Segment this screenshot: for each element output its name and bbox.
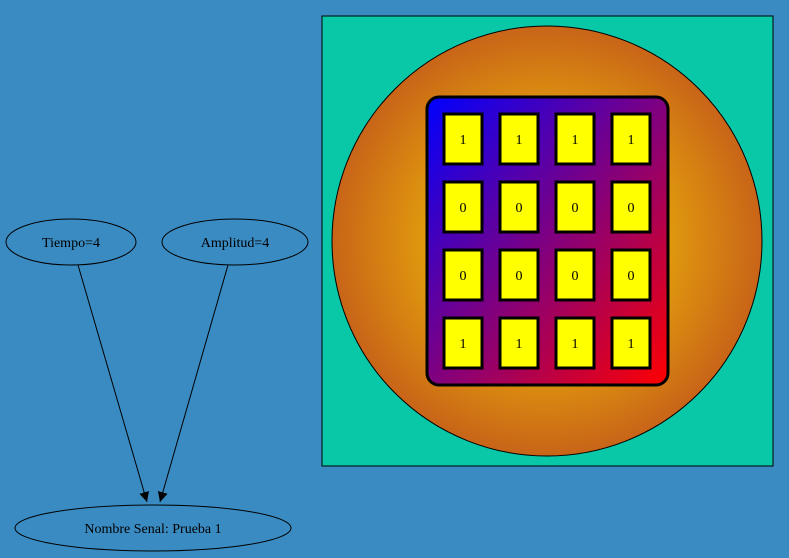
matrix-cell-box — [554, 180, 596, 234]
matrix-grid-frame — [425, 95, 670, 387]
matrix-cell: 0 — [610, 248, 652, 302]
edge-tiempo-to-nombre — [77, 264, 150, 503]
matrix-cell: 0 — [442, 248, 484, 302]
matrix-cell-box — [610, 316, 652, 370]
matrix-cell-box — [498, 316, 540, 370]
matrix-cell-value: 0 — [628, 269, 635, 284]
matrix-cell: 1 — [498, 112, 540, 166]
matrix-cell: 0 — [442, 180, 484, 234]
matrix-cell: 0 — [498, 248, 540, 302]
node-nombre-senal[interactable]: Nombre Senal: Prueba 1 — [14, 504, 292, 552]
matrix-cell-value: 0 — [572, 269, 579, 284]
node-tiempo[interactable]: Tiempo=4 — [5, 218, 137, 266]
matrix-cell-box — [554, 316, 596, 370]
matrix-cell-box — [610, 248, 652, 302]
matrix-cell-value: 0 — [572, 201, 579, 216]
matrix-cell-value: 1 — [572, 337, 579, 352]
matrix-cell-box — [442, 316, 484, 370]
node-nombre-senal-label: Nombre Senal: Prueba 1 — [84, 522, 221, 537]
matrix-cell-box — [442, 180, 484, 234]
matrix-cell-value: 0 — [628, 201, 635, 216]
matrix-cell-box — [610, 180, 652, 234]
matrix-cell-value: 0 — [460, 201, 467, 216]
matrix-cell-value: 0 — [516, 269, 523, 284]
matrix-cell: 1 — [554, 316, 596, 370]
node-amplitud-label: Amplitud=4 — [201, 236, 270, 251]
matrix-cell-value: 1 — [628, 337, 635, 352]
matrix-cell: 1 — [442, 316, 484, 370]
matrix-cell-box — [442, 112, 484, 166]
matrix-cell: 1 — [610, 112, 652, 166]
matrix-cell: 0 — [554, 180, 596, 234]
matrix-cell-box — [498, 248, 540, 302]
matrix-cell-value: 1 — [460, 133, 467, 148]
node-amplitud[interactable]: Amplitud=4 — [161, 218, 309, 266]
matrix-cell-value: 0 — [516, 201, 523, 216]
matrix-cell-box — [498, 180, 540, 234]
matrix-cells: 1 1 1 1 0 0 0 0 0 0 0 0 1 1 1 1 — [442, 112, 652, 370]
matrix-cell-value: 1 — [516, 133, 523, 148]
edges — [77, 264, 229, 503]
node-tiempo-label: Tiempo=4 — [42, 236, 100, 251]
matrix-cell: 0 — [498, 180, 540, 234]
matrix-cell-box — [498, 112, 540, 166]
matrix-cell-box — [554, 112, 596, 166]
matrix-cell-value: 1 — [628, 133, 635, 148]
matrix-cell: 1 — [498, 316, 540, 370]
matrix-cell-value: 1 — [516, 337, 523, 352]
matrix-cell-box — [610, 112, 652, 166]
matrix-cell-value: 1 — [572, 133, 579, 148]
matrix-cell: 0 — [554, 248, 596, 302]
matrix-cell: 1 — [442, 112, 484, 166]
matrix-cell-box — [554, 248, 596, 302]
matrix-cell-box — [442, 248, 484, 302]
matrix-panel: 1 1 1 1 0 0 0 0 0 0 0 0 1 1 1 1 — [321, 15, 774, 467]
matrix-cell: 1 — [554, 112, 596, 166]
matrix-cell: 1 — [610, 316, 652, 370]
matrix-cell: 0 — [610, 180, 652, 234]
edge-amplitud-to-nombre — [157, 264, 229, 503]
matrix-cell-value: 1 — [460, 337, 467, 352]
matrix-cell-value: 0 — [460, 269, 467, 284]
